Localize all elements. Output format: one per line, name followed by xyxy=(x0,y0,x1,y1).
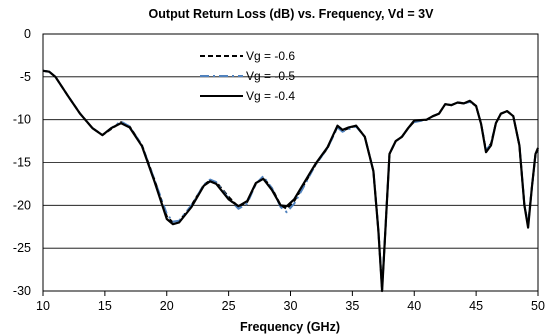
legend-label-2: Vg = -0.5 xyxy=(246,69,295,83)
x-tick-label: 15 xyxy=(98,299,112,313)
chart-title: Output Return Loss (dB) vs. Frequency, V… xyxy=(149,7,435,21)
y-tick-label: -20 xyxy=(13,198,31,212)
y-tick-label: -30 xyxy=(13,284,31,298)
x-axis-ticks: 10 15 20 25 30 35 40 45 50 xyxy=(36,291,545,313)
legend-label-3: Vg = -0.4 xyxy=(246,89,295,103)
legend: Vg = -0.6 Vg = -0.5 Vg = -0.4 xyxy=(200,49,295,103)
x-tick-label: 40 xyxy=(407,299,421,313)
gridlines xyxy=(43,76,538,249)
x-tick-label: 35 xyxy=(345,299,359,313)
x-tick-label: 45 xyxy=(469,299,483,313)
y-tick-label: -5 xyxy=(20,70,31,84)
x-tick-label: 10 xyxy=(36,299,50,313)
series-line-3 xyxy=(42,69,540,293)
legend-label-1: Vg = -0.6 xyxy=(246,49,295,63)
y-tick-label: -15 xyxy=(13,156,31,170)
x-tick-label: 20 xyxy=(160,299,174,313)
x-tick-label: 30 xyxy=(284,299,298,313)
x-axis-label: Frequency (GHz) xyxy=(240,320,340,334)
y-axis-ticks: 0 -5 -10 -15 -20 -25 -30 xyxy=(13,27,31,298)
series-group xyxy=(42,69,540,293)
x-tick-label: 25 xyxy=(222,299,236,313)
y-tick-label: 0 xyxy=(24,27,31,41)
y-tick-label: -25 xyxy=(13,241,31,255)
x-tick-label: 50 xyxy=(531,299,545,313)
y-tick-label: -10 xyxy=(13,113,31,127)
